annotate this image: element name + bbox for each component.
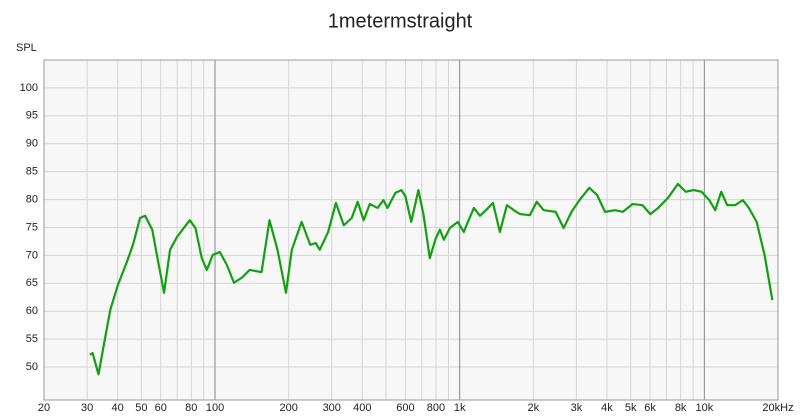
x-tick-label: 30 [81,402,93,414]
x-tick-label: 5k [625,402,637,414]
x-tick-label: 3k [571,402,583,414]
x-tick-label: 6k [644,402,656,414]
x-tick-label: 4k [601,402,613,414]
response-line [89,182,774,376]
y-tick-label: 70 [26,249,38,261]
y-tick-label: 95 [26,110,38,122]
x-tick-label: 20 [38,402,50,414]
x-tick-label: 600 [396,402,414,414]
y-tick-label: 50 [26,361,38,373]
x-tick-label: 1k [454,402,466,414]
x-tick-label: 100 [206,402,224,414]
x-tick-label: 300 [323,402,341,414]
x-tick-label: 10k [695,402,713,414]
y-tick-label: 65 [26,277,38,289]
y-tick-label: 60 [26,305,38,317]
y-tick-label: 90 [26,138,38,150]
x-tick-label: 200 [279,402,297,414]
y-tick-label: 100 [20,82,38,94]
chart-title: 1metermstraight [328,10,473,32]
plot-area [44,60,778,400]
x-tick-label: 50 [135,402,147,414]
x-tick-label: 20kHz [762,402,793,414]
x-tick-label: 800 [427,402,445,414]
x-tick-label: 60 [155,402,167,414]
x-tick-label: 80 [185,402,197,414]
y-tick-label: 80 [26,193,38,205]
x-tick-label: 2k [528,402,540,414]
x-tick-label: 400 [353,402,371,414]
x-tick-label: 8k [675,402,687,414]
x-tick-label: 40 [112,402,124,414]
y-tick-label: 55 [26,333,38,345]
y-tick-label: 85 [26,166,38,178]
y-tick-label: 75 [26,221,38,233]
plot-frame [43,59,779,401]
y-axis-label: SPL [16,42,37,54]
